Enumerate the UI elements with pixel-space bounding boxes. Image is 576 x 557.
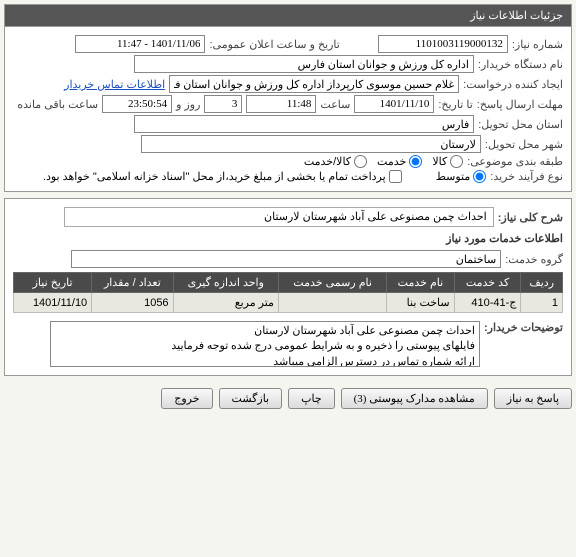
buyer-notes-label: توضیحات خریدار: (484, 321, 563, 334)
attachments-button[interactable]: مشاهده مدارک پیوستی (3) (341, 388, 488, 409)
creator-label: ایجاد کننده درخواست: (463, 78, 563, 91)
city-deliv-field[interactable] (141, 135, 481, 153)
process-label: نوع فرآیند خرید: (490, 170, 563, 183)
niaz-no-label: شماره نیاز: (512, 38, 563, 51)
cell-date: 1401/11/10 (14, 293, 92, 313)
deadline-days-field[interactable] (204, 95, 242, 113)
buyer-field[interactable] (134, 55, 474, 73)
service-group-field[interactable] (71, 250, 501, 268)
deadline-remain-field[interactable] (102, 95, 172, 113)
need-description-body: شرح کلی نیاز: احداث چمن مصنوعی علی آباد … (5, 199, 571, 375)
cell-official (278, 293, 386, 313)
need-description-panel: شرح کلی نیاز: احداث چمن مصنوعی علی آباد … (4, 198, 572, 376)
service-group-label: گروه خدمت: (505, 253, 563, 266)
table-row[interactable]: 1 ج-41-410 ساخت بنا متر مربع 1056 1401/1… (14, 293, 563, 313)
category-khadamat-radio[interactable] (409, 155, 422, 168)
process-medium-option[interactable]: متوسط (436, 170, 487, 183)
buyer-label: نام دستگاه خریدار: (478, 58, 563, 71)
province-deliv-field[interactable] (134, 115, 474, 133)
th-name: نام خدمت (387, 273, 454, 293)
cell-qty: 1056 (92, 293, 173, 313)
summary-box: احداث چمن مصنوعی علی آباد شهرستان لارستا… (64, 207, 494, 227)
process-medium-text: متوسط (436, 170, 471, 183)
islamic-treasury-option[interactable]: پرداخت تمام یا بخشی از مبلغ خرید،از محل … (43, 170, 402, 183)
islamic-treasury-checkbox[interactable] (389, 170, 402, 183)
th-qty: تعداد / مقدار (92, 273, 173, 293)
creator-field[interactable] (169, 75, 459, 93)
cell-name: ساخت بنا (387, 293, 454, 313)
buyer-notes-textarea[interactable] (50, 321, 480, 367)
deadline-ta-label: تا تاریخ: (438, 98, 472, 111)
islamic-treasury-text: پرداخت تمام یا بخشی از مبلغ خرید،از محل … (43, 170, 386, 183)
cell-unit: متر مربع (173, 293, 278, 313)
category-kala-radio[interactable] (450, 155, 463, 168)
th-code: کد خدمت (454, 273, 521, 293)
deadline-remain-suffix: ساعت باقی مانده (17, 98, 98, 111)
exit-button[interactable]: خروج (161, 388, 212, 409)
category-khadamat-option[interactable]: خدمت (377, 155, 422, 168)
services-table-header-row: ردیف کد خدمت نام خدمت نام رسمی خدمت واحد… (14, 273, 563, 293)
button-bar: پاسخ به نیاز مشاهده مدارک پیوستی (3) چاپ… (4, 382, 572, 415)
niaz-no-field[interactable] (378, 35, 508, 53)
need-details-body: شماره نیاز: تاریخ و ساعت اعلان عمومی: نا… (5, 27, 571, 191)
th-date: تاریخ نیاز (14, 273, 92, 293)
need-details-panel: جزئیات اطلاعات نیاز شماره نیاز: تاریخ و … (4, 4, 572, 192)
province-deliv-label: استان محل تحویل: (478, 118, 563, 131)
services-table: ردیف کد خدمت نام خدمت نام رسمی خدمت واحد… (13, 272, 563, 313)
buyer-contact-link[interactable]: اطلاعات تماس خریدار (64, 78, 165, 91)
services-header: اطلاعات خدمات مورد نیاز (13, 229, 563, 248)
category-both-radio[interactable] (354, 155, 367, 168)
cell-code: ج-41-410 (454, 293, 521, 313)
deadline-date-field[interactable] (354, 95, 434, 113)
public-datetime-field[interactable] (75, 35, 205, 53)
th-official: نام رسمی خدمت (278, 273, 386, 293)
th-row: ردیف (521, 273, 563, 293)
category-label: طبقه بندی موضوعی: (467, 155, 563, 168)
category-kala-option[interactable]: کالا (432, 155, 463, 168)
print-button[interactable]: چاپ (288, 388, 335, 409)
deadline-rooz-label: روز و (176, 98, 200, 111)
process-medium-radio[interactable] (473, 170, 486, 183)
city-deliv-label: شهر محل تحویل: (485, 138, 563, 151)
reply-button[interactable]: پاسخ به نیاز (494, 388, 572, 409)
category-both-text: کالا/خدمت (304, 155, 351, 168)
deadline-label: مهلت ارسال پاسخ: (477, 98, 563, 111)
category-both-option[interactable]: کالا/خدمت (304, 155, 367, 168)
deadline-saat-label: ساعت (320, 98, 350, 111)
public-datetime-label: تاریخ و ساعت اعلان عمومی: (209, 38, 339, 51)
category-khadamat-text: خدمت (377, 155, 406, 168)
need-details-header: جزئیات اطلاعات نیاز (5, 5, 571, 27)
back-button[interactable]: بازگشت (219, 388, 283, 409)
deadline-time-field[interactable] (246, 95, 316, 113)
summary-label: شرح کلی نیاز: (498, 211, 563, 224)
cell-row: 1 (521, 293, 563, 313)
th-unit: واحد اندازه گیری (173, 273, 278, 293)
category-kala-text: کالا (432, 155, 447, 168)
